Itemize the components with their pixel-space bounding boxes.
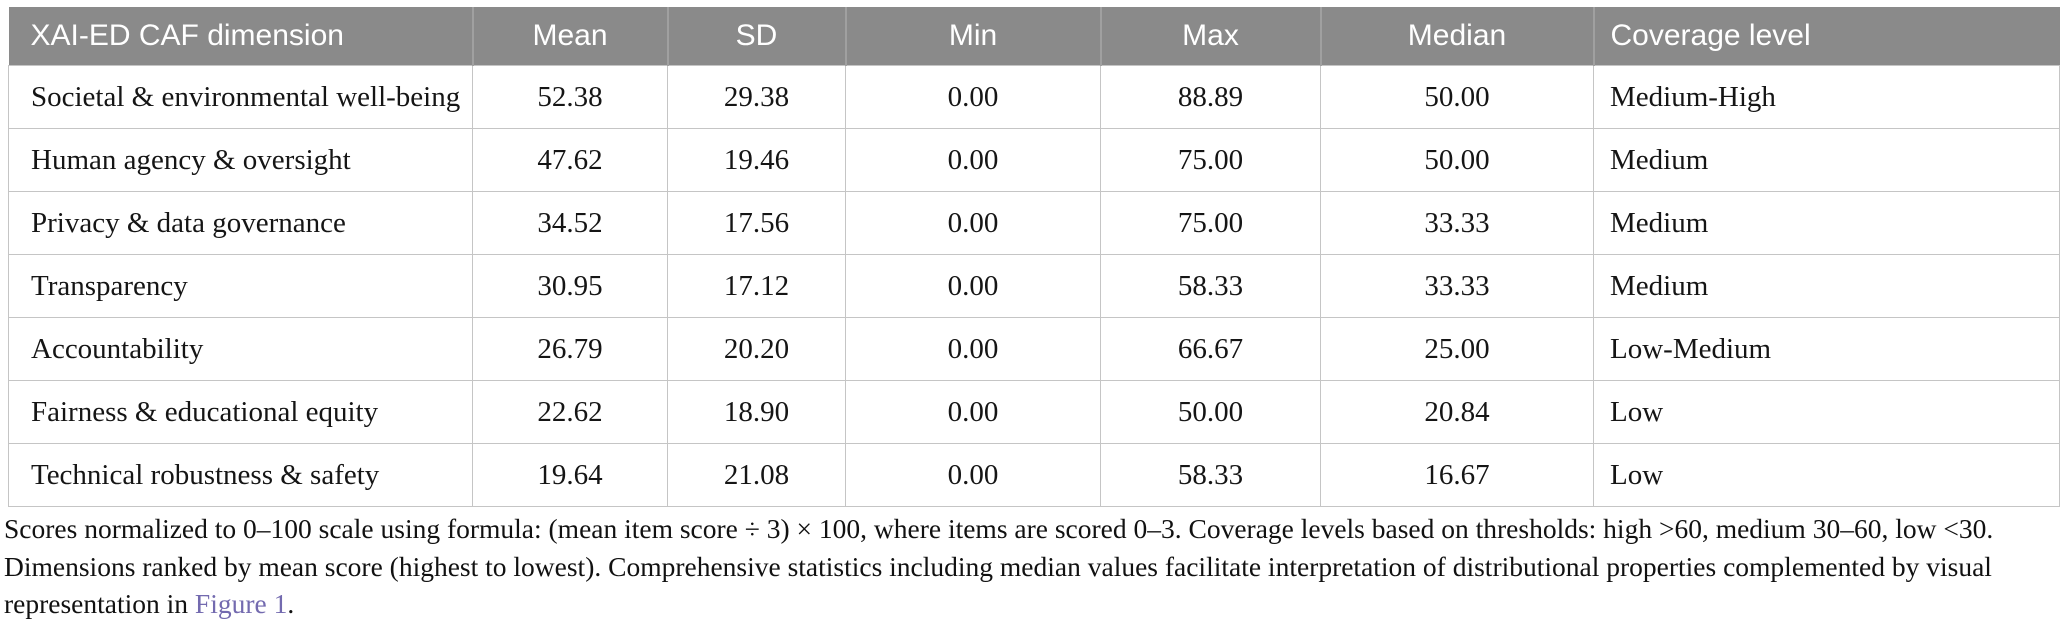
min-cell: 0.00 [845, 128, 1101, 192]
mean-cell: 34.52 [472, 191, 668, 255]
dimension-cell: Technical robustness & safety [8, 443, 473, 507]
table-header-row: XAI-ED CAF dimension Mean SD Min Max Med… [8, 7, 2060, 66]
dimension-cell: Societal & environmental well-being [8, 65, 473, 129]
figure-1-link[interactable]: Figure 1 [194, 588, 288, 619]
min-cell: 0.00 [845, 443, 1101, 507]
sd-cell: 29.38 [667, 65, 846, 129]
column-header-min: Min [844, 7, 1101, 66]
column-header-max: Max [1099, 7, 1321, 66]
min-cell: 0.00 [845, 65, 1101, 129]
max-cell: 88.89 [1100, 65, 1321, 129]
dimension-cell: Privacy & data governance [8, 191, 473, 255]
table-row: Human agency & oversight 47.62 19.46 0.0… [8, 128, 2060, 192]
sd-cell: 20.20 [667, 317, 846, 381]
max-cell: 50.00 [1100, 380, 1321, 444]
mean-cell: 47.62 [472, 128, 668, 192]
max-cell: 58.33 [1100, 254, 1321, 318]
max-cell: 66.67 [1100, 317, 1321, 381]
sd-cell: 17.12 [667, 254, 846, 318]
median-cell: 16.67 [1320, 443, 1594, 507]
column-header-coverage-level: Coverage level [1592, 7, 2060, 66]
caf-dimension-stats-table: XAI-ED CAF dimension Mean SD Min Max Med… [8, 7, 2060, 507]
coverage-level-cell: Medium [1593, 128, 2060, 192]
coverage-level-cell: Medium [1593, 191, 2060, 255]
median-cell: 25.00 [1320, 317, 1594, 381]
table-row: Transparency 30.95 17.12 0.00 58.33 33.3… [8, 254, 2060, 318]
table-row: Privacy & data governance 34.52 17.56 0.… [8, 191, 2060, 255]
median-cell: 33.33 [1320, 191, 1594, 255]
table-row: Fairness & educational equity 22.62 18.9… [8, 380, 2060, 444]
table-row: Technical robustness & safety 19.64 21.0… [8, 443, 2060, 507]
sd-cell: 19.46 [667, 128, 846, 192]
max-cell: 75.00 [1100, 191, 1321, 255]
median-cell: 50.00 [1320, 128, 1594, 192]
table-row: Accountability 26.79 20.20 0.00 66.67 25… [8, 317, 2060, 381]
min-cell: 0.00 [845, 317, 1101, 381]
sd-cell: 18.90 [667, 380, 846, 444]
min-cell: 0.00 [845, 380, 1101, 444]
median-cell: 20.84 [1320, 380, 1594, 444]
sd-cell: 21.08 [667, 443, 846, 507]
dimension-cell: Fairness & educational equity [8, 380, 473, 444]
min-cell: 0.00 [845, 254, 1101, 318]
mean-cell: 22.62 [472, 380, 668, 444]
column-header-median: Median [1319, 7, 1594, 66]
dimension-cell: Transparency [8, 254, 473, 318]
max-cell: 58.33 [1100, 443, 1321, 507]
mean-cell: 26.79 [472, 317, 668, 381]
coverage-level-cell: Low [1593, 380, 2060, 444]
column-header-dimension: XAI-ED CAF dimension [8, 7, 473, 66]
footnote-text: Scores normalized to 0–100 scale using f… [4, 513, 1994, 619]
footnote-text-end: . [287, 588, 295, 619]
table-footnote: Scores normalized to 0–100 scale using f… [4, 510, 2062, 623]
mean-cell: 19.64 [472, 443, 668, 507]
table-row: Societal & environmental well-being 52.3… [8, 65, 2060, 129]
coverage-level-cell: Medium [1593, 254, 2060, 318]
median-cell: 50.00 [1320, 65, 1594, 129]
min-cell: 0.00 [845, 191, 1101, 255]
column-header-sd: SD [666, 7, 846, 66]
dimension-cell: Accountability [8, 317, 473, 381]
column-header-mean: Mean [471, 7, 668, 66]
dimension-cell: Human agency & oversight [8, 128, 473, 192]
sd-cell: 17.56 [667, 191, 846, 255]
mean-cell: 30.95 [472, 254, 668, 318]
mean-cell: 52.38 [472, 65, 668, 129]
coverage-level-cell: Low-Medium [1593, 317, 2060, 381]
coverage-level-cell: Medium-High [1593, 65, 2060, 129]
coverage-level-cell: Low [1593, 443, 2060, 507]
max-cell: 75.00 [1100, 128, 1321, 192]
median-cell: 33.33 [1320, 254, 1594, 318]
